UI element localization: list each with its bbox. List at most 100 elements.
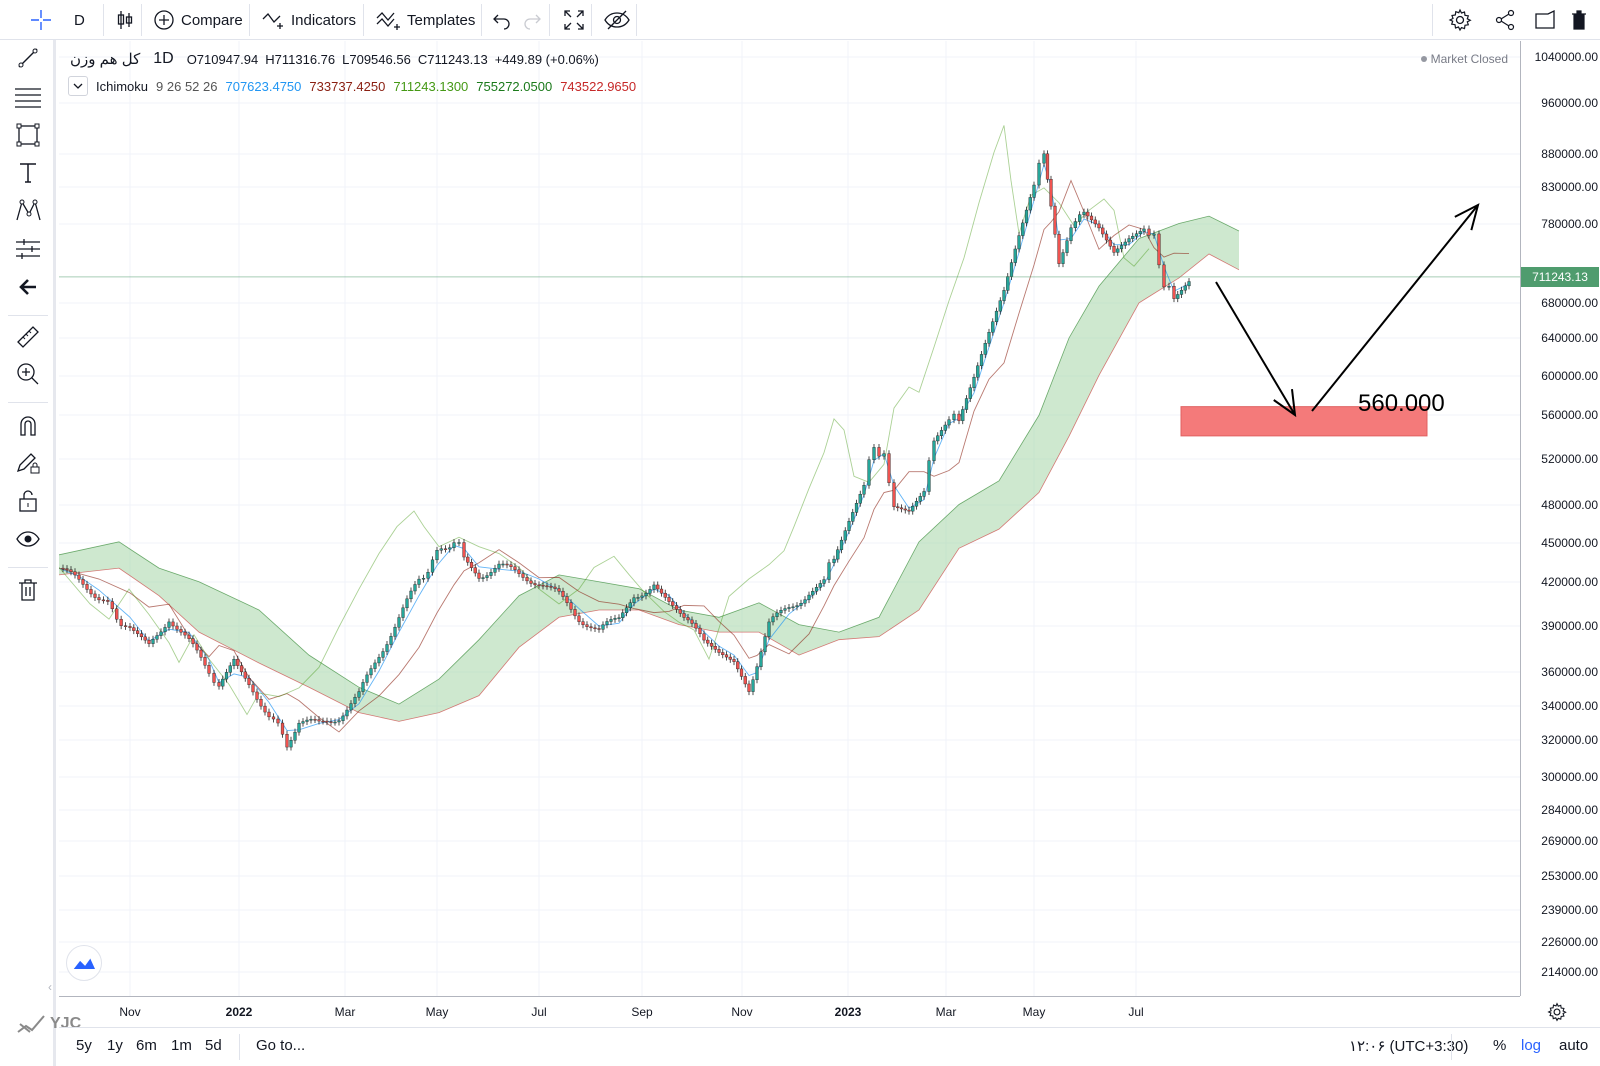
candle-down — [674, 605, 679, 610]
share-icon — [1494, 9, 1516, 31]
crosshair-icon[interactable] — [20, 0, 62, 40]
candle-up — [1021, 222, 1025, 236]
down-arrow-drawing[interactable] — [1215, 281, 1297, 418]
tradingview-logo[interactable] — [66, 945, 102, 981]
time-tick-label: Nov — [731, 1005, 753, 1019]
interval-button[interactable]: D — [74, 11, 85, 29]
candle-up — [939, 430, 944, 436]
kumo-cloud-bullish — [559, 574, 599, 618]
axis-settings-button[interactable] — [1545, 1000, 1569, 1024]
candle-up — [1131, 235, 1135, 239]
goto-button[interactable]: Go to... — [256, 1037, 306, 1054]
candle-down — [119, 619, 123, 626]
candle-down — [1104, 233, 1109, 241]
timeframe: 1D — [153, 50, 174, 67]
range-5y[interactable]: 5y — [76, 1037, 92, 1054]
pattern-tool[interactable] — [12, 197, 44, 229]
target-zone-rectangle[interactable] — [1180, 406, 1428, 437]
candle-up — [228, 665, 232, 673]
candle-up — [1024, 209, 1029, 224]
candle-down — [69, 569, 73, 572]
legend-toggle-button[interactable] — [68, 76, 88, 96]
fib-tool[interactable] — [12, 83, 44, 115]
fullscreen-button[interactable] — [555, 0, 593, 40]
visibility-tool[interactable] — [12, 525, 44, 557]
candle-up — [413, 584, 417, 592]
horizontal-lines-icon — [14, 85, 42, 114]
candle-down — [663, 592, 667, 598]
candle-up — [393, 626, 397, 637]
snapshot-button[interactable] — [1525, 0, 1565, 40]
price-tick-label: 560000.00 — [1541, 408, 1598, 422]
undo-button[interactable] — [484, 0, 520, 40]
templates-button[interactable]: Templates — [367, 0, 483, 40]
price-chart[interactable] — [59, 41, 1520, 996]
chart-type-button[interactable] — [107, 0, 143, 40]
price-axis[interactable]: 1040000.00 960000.00 880000.00 830000.00 780… — [1520, 41, 1600, 996]
pencil-lock-icon — [15, 450, 41, 481]
range-6m[interactable]: 6m — [136, 1037, 157, 1054]
candle-up — [405, 598, 409, 609]
candle-down — [732, 659, 736, 662]
lock-all-tool[interactable] — [12, 487, 44, 519]
target-price-label: 560.000 — [1358, 390, 1445, 417]
candle-down — [195, 643, 199, 651]
time-tick-label: Jul — [1128, 1005, 1144, 1019]
candle-down — [462, 542, 466, 558]
prediction-tool[interactable] — [12, 235, 44, 267]
text-tool[interactable] — [12, 159, 44, 191]
kumo-cloud-bullish — [999, 415, 1039, 530]
candle-down — [1089, 215, 1094, 221]
indicator-name[interactable]: Ichimoku — [96, 78, 149, 94]
zoom-tool[interactable] — [12, 360, 44, 392]
candle-up — [791, 606, 795, 609]
lock-drawing-tool[interactable] — [12, 449, 44, 481]
collapse-toolbar-button[interactable]: ‹ — [48, 980, 52, 994]
range-1y[interactable]: 1y — [107, 1037, 123, 1054]
trend-line-tool[interactable] — [12, 44, 44, 76]
candle-down — [276, 718, 280, 724]
symbol-name[interactable]: کل هم وزن — [70, 51, 141, 68]
candle-up — [337, 720, 341, 723]
candle-down — [101, 599, 106, 602]
remove-drawings-tool[interactable] — [12, 576, 44, 608]
price-tick-label: 340000.00 — [1541, 699, 1598, 713]
percent-toggle[interactable]: % — [1493, 1037, 1507, 1054]
rectangle-tool[interactable] — [12, 121, 44, 153]
candle-down — [541, 584, 545, 587]
candle-down — [717, 649, 721, 653]
kumo-cloud-bullish — [1099, 238, 1139, 376]
delete-button[interactable] — [1562, 0, 1596, 40]
redo-button[interactable] — [514, 0, 550, 40]
candle-up — [862, 485, 866, 495]
candle-down — [135, 630, 140, 634]
log-toggle[interactable]: log — [1521, 1037, 1542, 1054]
timezone-clock[interactable]: ۱۲:۰۶ (UTC+3:30) — [1349, 1038, 1469, 1055]
candle-up — [605, 621, 609, 625]
candle-down — [212, 673, 216, 683]
time-tick-label: 2022 — [225, 1005, 253, 1019]
candle-up — [961, 409, 965, 421]
indicators-button[interactable]: Indicators — [253, 0, 364, 40]
settings-button[interactable] — [1440, 0, 1480, 40]
kumo-cloud-bullish — [719, 602, 759, 633]
back-button[interactable] — [12, 273, 44, 305]
share-button[interactable] — [1486, 0, 1524, 40]
auto-toggle[interactable]: auto — [1559, 1037, 1589, 1054]
kumo-cloud-bullish — [159, 568, 199, 633]
chevron-down-icon — [73, 83, 83, 89]
candle-up — [309, 719, 313, 721]
candle-down — [1049, 179, 1053, 207]
time-axis[interactable]: Nov 2022 Mar May Jul Sep Nov 2023 Mar May Jul — [59, 996, 1520, 1026]
candle-down — [236, 659, 240, 666]
compare-button[interactable]: Compare — [145, 0, 251, 40]
measure-tool[interactable] — [12, 323, 44, 355]
range-5d[interactable]: 5d — [205, 1037, 222, 1054]
market-status: Market Closed — [1420, 52, 1508, 66]
range-1m[interactable]: 1m — [171, 1037, 192, 1054]
candle-down — [171, 621, 175, 627]
magnet-tool[interactable] — [12, 412, 44, 444]
candle-up — [932, 440, 936, 461]
hide-drawings-button[interactable] — [595, 0, 639, 40]
up-arrow-drawing[interactable] — [1311, 203, 1480, 412]
